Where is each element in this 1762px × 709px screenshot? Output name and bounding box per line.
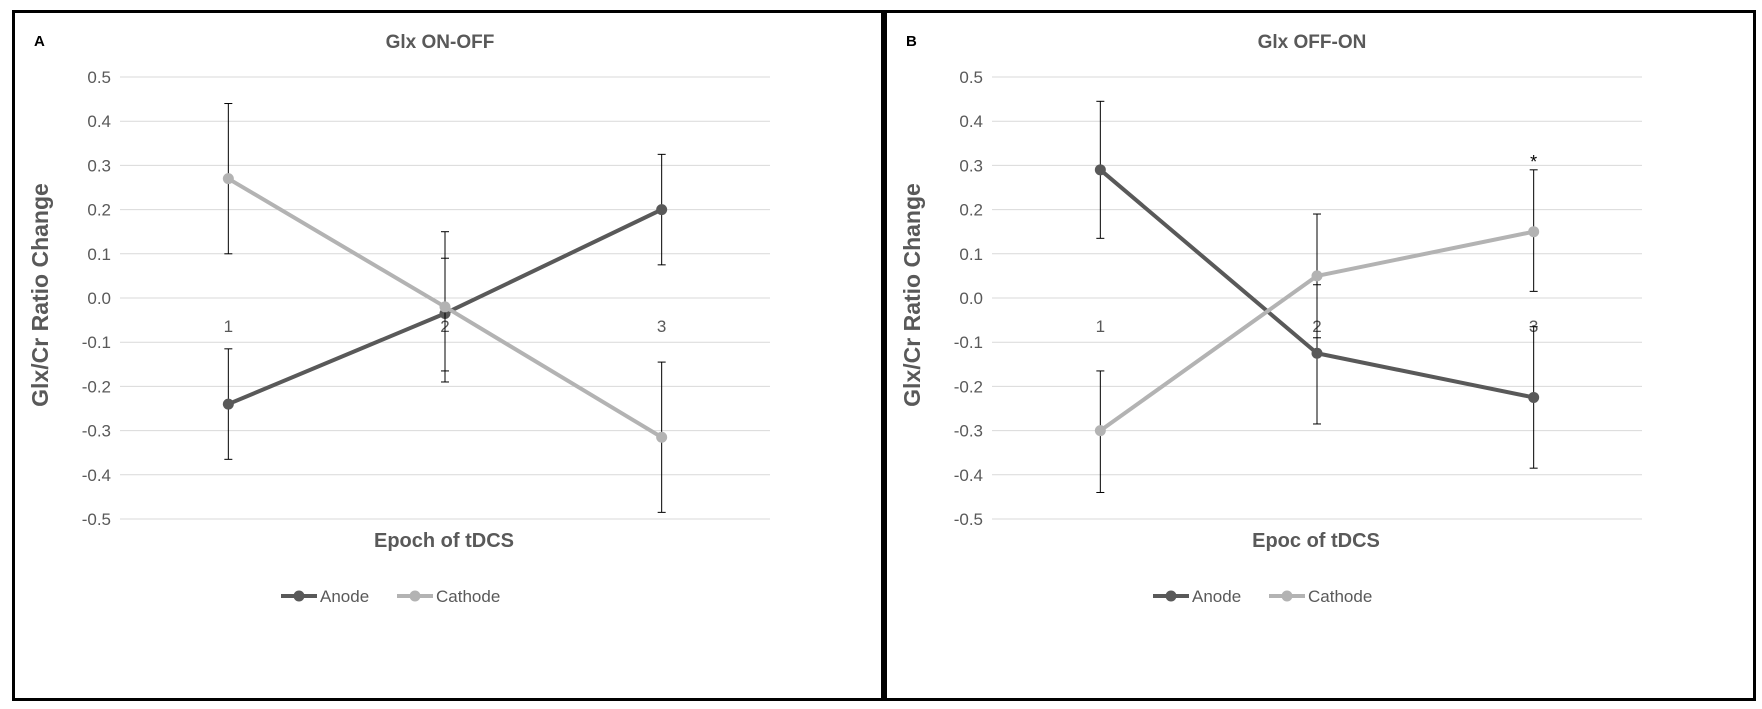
anode-data-point [1528, 391, 1540, 403]
y-tick-label: -0.3 [954, 422, 983, 441]
y-tick-label: -0.2 [954, 377, 983, 396]
legend-cathode-label: Cathode [436, 587, 500, 606]
cathode-data-point [1528, 226, 1540, 238]
x-tick-label: 3 [657, 317, 666, 336]
legend-cathode-marker [1281, 590, 1293, 602]
y-tick-label: 0.5 [87, 68, 111, 87]
legend-anode-marker [1165, 590, 1177, 602]
y-tick-label: 0.0 [959, 289, 983, 308]
y-tick-label: -0.1 [82, 333, 111, 352]
y-tick-label: 0.1 [959, 245, 983, 264]
y-tick-label: 0.3 [87, 156, 111, 175]
anode-data-point [222, 398, 234, 410]
significance-marker: * [1530, 152, 1537, 172]
y-axis-label: Glx/Cr Ratio Change [899, 183, 925, 407]
cathode-data-point [222, 173, 234, 185]
anode-data-point [656, 204, 668, 216]
y-axis-label: Glx/Cr Ratio Change [27, 183, 53, 407]
chart-title: Glx ON-OFF [386, 32, 495, 53]
y-tick-label: 0.3 [959, 156, 983, 175]
chart-a-svg: A Glx ON-OFF 0.5 0.4 0.3 0.2 0.1 0.0 -0.1 -0.2 -0.… [27, 32, 770, 606]
legend-anode-label: Anode [1192, 587, 1241, 606]
y-tick-label: 0.1 [87, 245, 111, 264]
y-tick-label: -0.2 [82, 377, 111, 396]
cathode-data-point [1311, 270, 1323, 282]
legend-cathode-label: Cathode [1308, 587, 1372, 606]
y-tick-label: 0.2 [959, 201, 983, 220]
x-axis-label: Epoc of tDCS [1252, 530, 1380, 552]
cathode-data-point [656, 431, 668, 443]
y-tick-label: 0.4 [87, 112, 111, 131]
cathode-data-point [439, 301, 451, 313]
y-tick-label: -0.4 [82, 466, 111, 485]
chart-title: Glx OFF-ON [1258, 32, 1367, 53]
y-tick-label: 0.5 [959, 68, 983, 87]
legend-cathode-marker [409, 590, 421, 602]
anode-data-point [1311, 347, 1323, 359]
y-tick-label: -0.5 [954, 510, 983, 529]
x-tick-label: 1 [224, 317, 233, 336]
panel-letter: B [906, 33, 917, 50]
y-tick-label: -0.5 [82, 510, 111, 529]
y-tick-label: -0.3 [82, 422, 111, 441]
legend-anode-label: Anode [320, 587, 369, 606]
cathode-data-point [1094, 425, 1106, 437]
y-tick-label: -0.1 [954, 333, 983, 352]
panel-letter: A [34, 33, 45, 50]
chart-panel-a: A Glx ON-OFF 0.5 0.4 0.3 0.2 0.1 0.0 -0.1 -0.2 -0.… [12, 10, 884, 701]
y-tick-label: -0.4 [954, 466, 983, 485]
y-tick-label: 0.4 [959, 112, 983, 131]
y-tick-label: 0.0 [87, 289, 111, 308]
legend-anode-marker [293, 590, 305, 602]
chart-b-svg: B Glx OFF-ON 0.5 0.4 0.3 0.2 0.1 0.0 -0.1 -0.2 -0.… [899, 32, 1642, 606]
anode-data-point [1094, 164, 1106, 176]
x-tick-label: 1 [1096, 317, 1105, 336]
y-tick-label: 0.2 [87, 201, 111, 220]
chart-panel-b: B Glx OFF-ON 0.5 0.4 0.3 0.2 0.1 0.0 -0.1 -0.2 -0.… [884, 10, 1756, 701]
x-axis-label: Epoch of tDCS [374, 530, 514, 552]
